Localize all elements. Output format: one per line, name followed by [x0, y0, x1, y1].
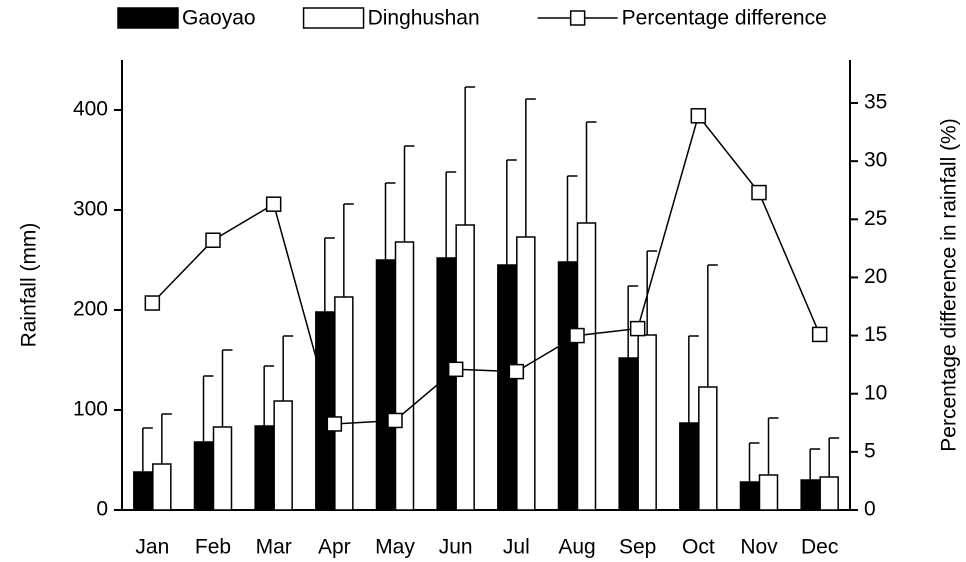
x-tick-label: Aug: [558, 536, 595, 559]
legend-label: Gaoyao: [182, 7, 256, 30]
x-tick-label: Jan: [135, 536, 169, 559]
legend-label: Dinghushan: [368, 7, 480, 30]
marker: [205, 232, 221, 248]
y2-tick-label: 35: [864, 91, 887, 114]
bar: [133, 471, 153, 511]
bar: [576, 222, 597, 511]
bar: [273, 400, 293, 511]
x-tick-label: Apr: [318, 536, 351, 559]
x-tick-label: Oct: [682, 536, 715, 559]
y-tick-label: 200: [73, 298, 108, 321]
bar: [618, 357, 638, 511]
y-tick-label: 0: [96, 498, 108, 521]
legend-label: Percentage difference: [622, 7, 827, 30]
bar: [394, 241, 415, 511]
y2-tick-label: 25: [864, 207, 887, 230]
marker: [387, 412, 403, 429]
marker: [811, 326, 828, 343]
y2-tick-label: 10: [864, 381, 887, 404]
marker: [751, 184, 767, 201]
x-tick-label: Nov: [740, 536, 778, 559]
bar: [637, 334, 657, 511]
bar: [758, 474, 779, 511]
bar: [800, 479, 820, 511]
bar: [436, 257, 456, 511]
y-tick-label: 300: [73, 198, 108, 221]
marker: [265, 196, 282, 212]
y2-tick-label: 15: [864, 323, 887, 346]
bar: [193, 441, 214, 511]
bar: [819, 476, 839, 511]
bar: [698, 386, 718, 511]
marker: [144, 295, 161, 311]
x-tick-label: Jun: [439, 536, 473, 559]
bar: [557, 261, 578, 511]
x-tick-label: May: [375, 536, 415, 559]
x-tick-label: Dec: [801, 536, 838, 559]
bar: [739, 481, 760, 511]
bar: [254, 425, 274, 511]
x-tick-label: Sep: [619, 536, 656, 559]
bar: [497, 264, 517, 511]
marker: [569, 327, 585, 344]
legend-swatch: [569, 10, 586, 26]
legend-swatch: [117, 7, 179, 29]
marker: [690, 108, 707, 124]
y-tick-label: 400: [73, 98, 108, 121]
legend-swatch: [302, 7, 365, 29]
bar: [334, 296, 354, 511]
marker: [508, 363, 525, 380]
marker: [447, 361, 464, 378]
y-axis-label: Rainfall (mm): [18, 223, 41, 348]
bar: [212, 426, 233, 511]
marker: [629, 320, 646, 337]
bar: [152, 463, 172, 511]
marker: [326, 416, 343, 432]
bar: [315, 311, 335, 511]
bar: [679, 422, 699, 511]
x-tick-label: Mar: [256, 536, 292, 559]
y2-tick-label: 30: [864, 149, 887, 172]
y-tick-label: 100: [73, 398, 108, 421]
y2-tick-label: 0: [864, 498, 876, 521]
y2-tick-label: 20: [864, 265, 887, 288]
x-tick-label: Feb: [195, 536, 231, 559]
y2-axis-label: Percentage difference in rainfall (%): [938, 118, 961, 451]
y2-tick-label: 5: [864, 439, 876, 462]
line: [151, 114, 821, 425]
x-tick-label: Jul: [503, 536, 530, 559]
bar: [375, 259, 396, 511]
